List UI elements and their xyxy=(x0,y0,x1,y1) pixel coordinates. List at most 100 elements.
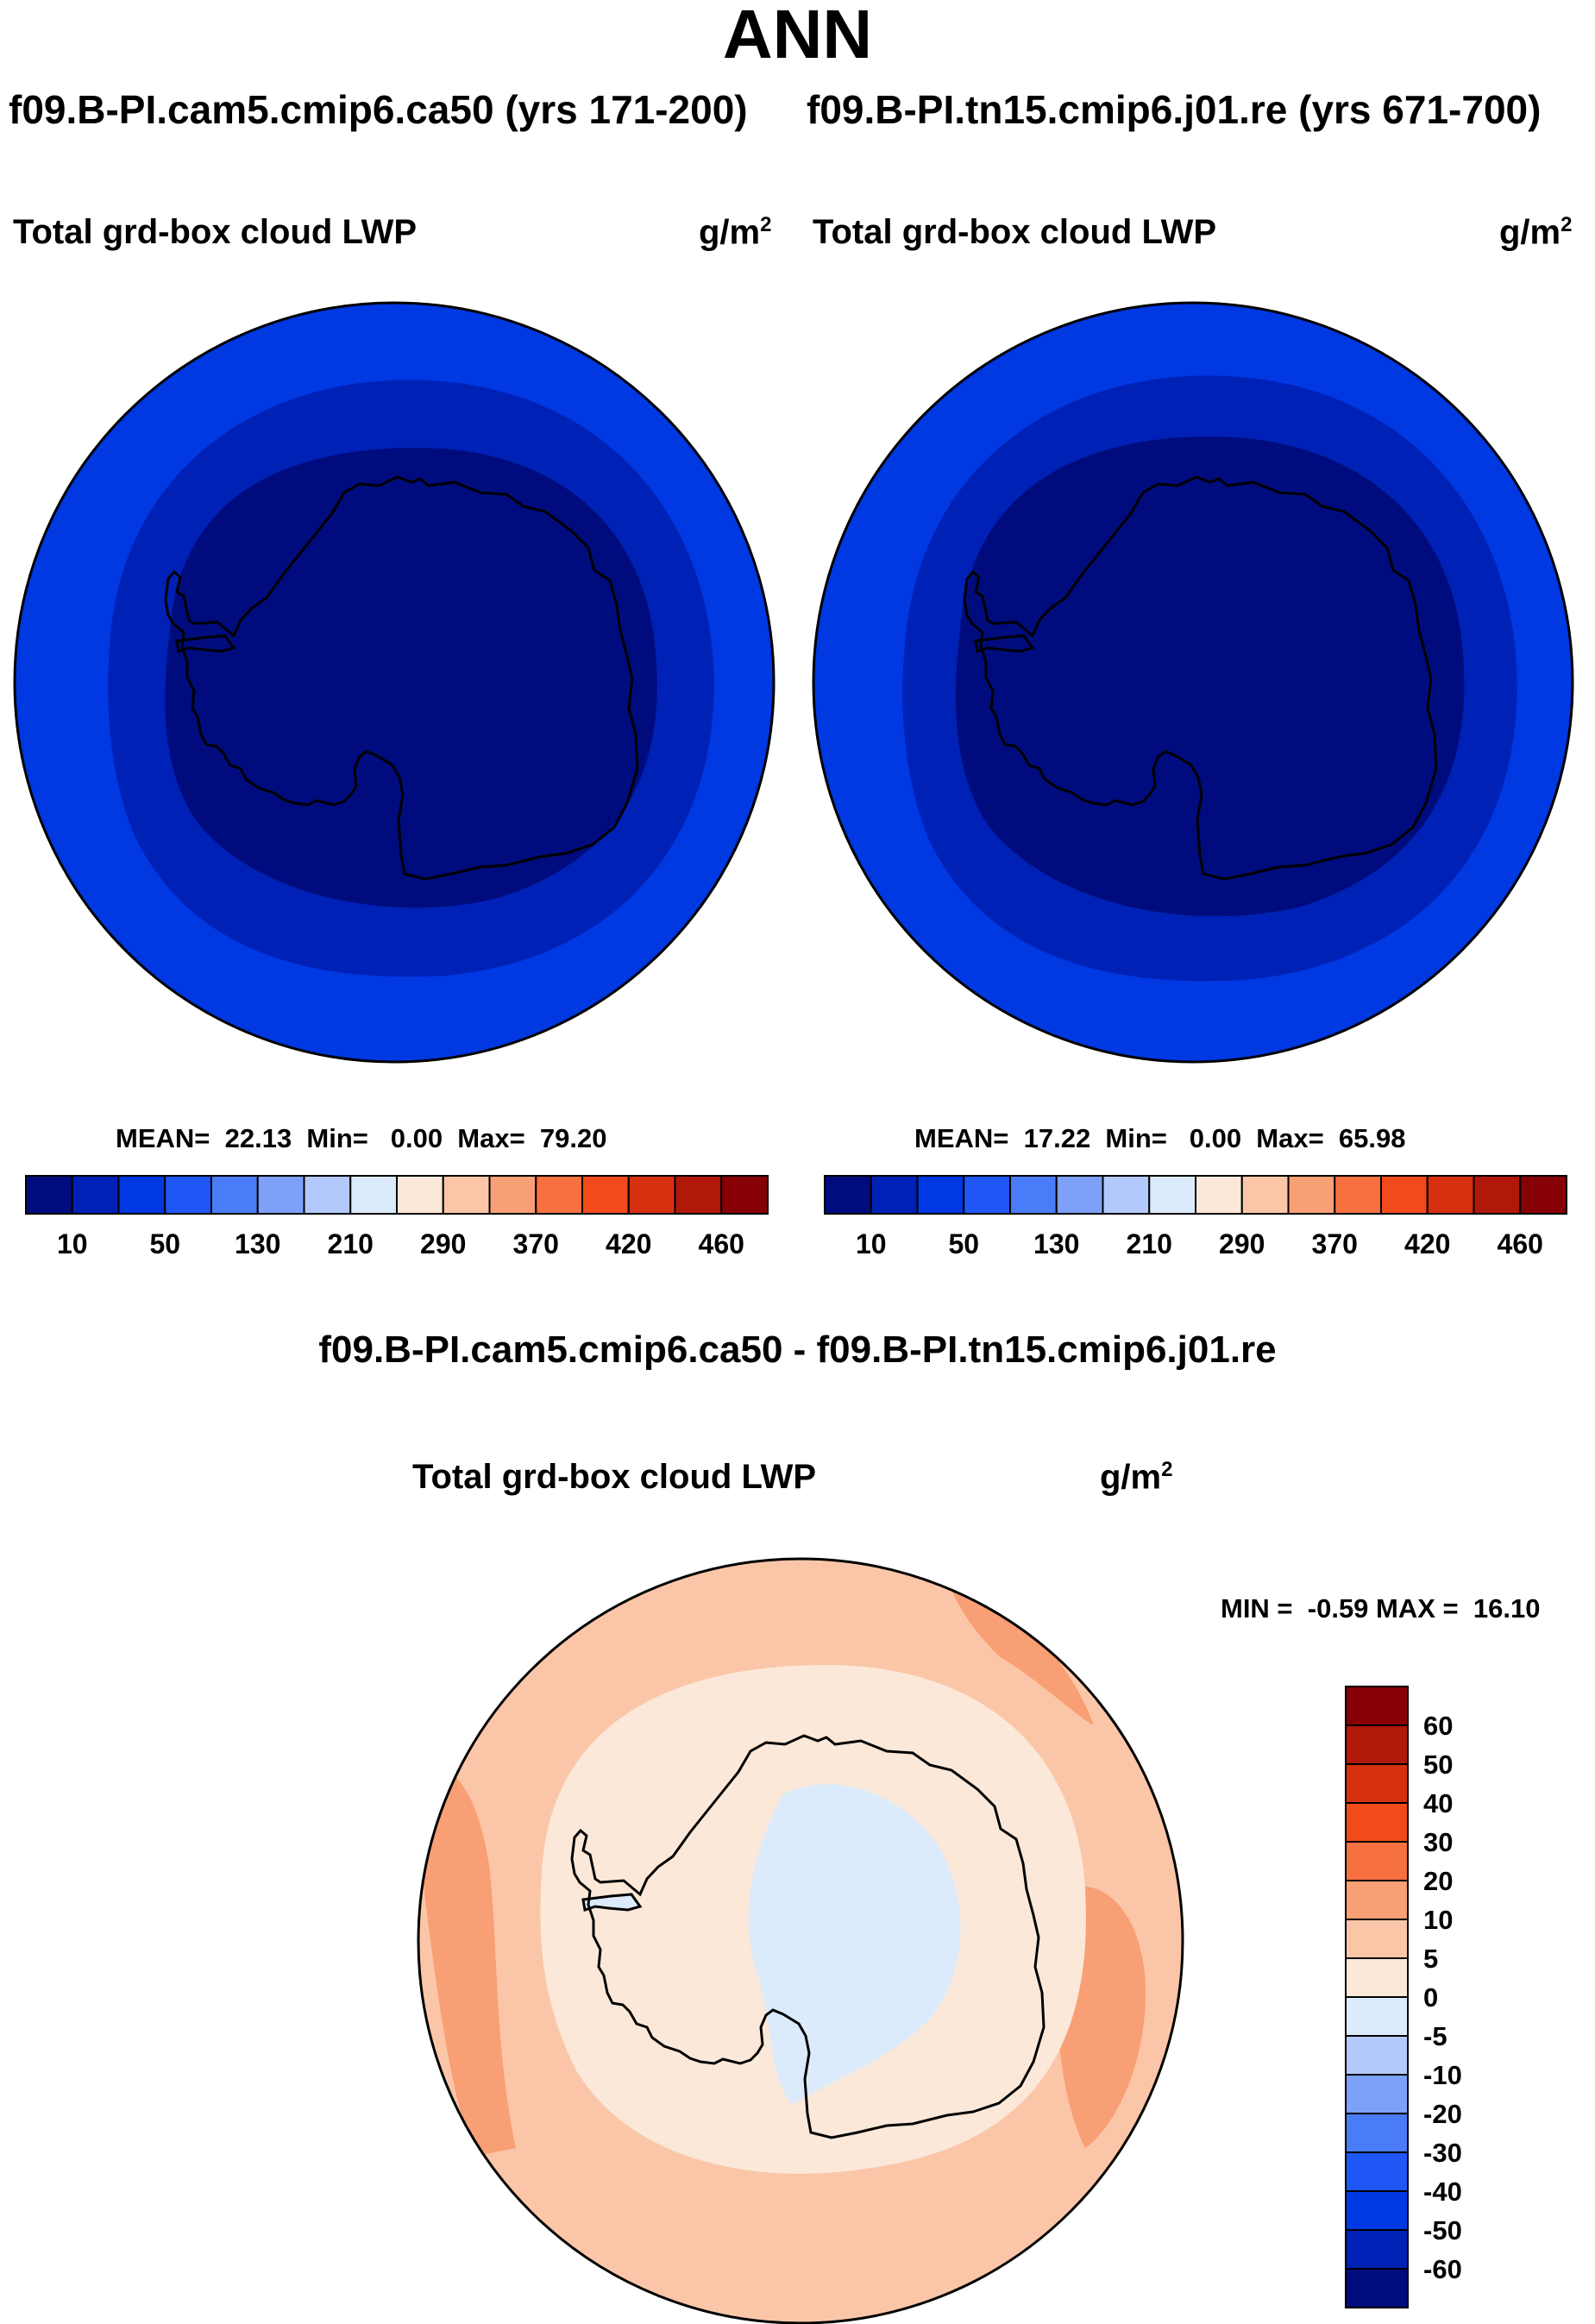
main-title: ANN xyxy=(722,0,873,72)
colorbar1-swatch-4 xyxy=(210,1175,259,1215)
colorbar2-swatch-1 xyxy=(870,1175,919,1215)
panel1-units: g/m2 xyxy=(699,213,772,252)
colorbar3-swatch-1 xyxy=(1345,1724,1409,1765)
colorbar2-swatch-9 xyxy=(1240,1175,1290,1215)
colorbar3-swatch-0 xyxy=(1345,1686,1409,1726)
map3-positive-west xyxy=(418,1758,516,2157)
panel1-title: Total grd-box cloud LWP xyxy=(13,213,418,251)
colorbar3-tick-label: 20 xyxy=(1423,1866,1453,1896)
colorbar3-tick-label: -60 xyxy=(1423,2254,1462,2284)
colorbar3-tick-label: 5 xyxy=(1423,1944,1438,1974)
colorbar2-swatch-10 xyxy=(1287,1175,1336,1215)
colorbar3-swatch-11 xyxy=(1345,2113,1409,2153)
colorbar2-swatch-12 xyxy=(1380,1175,1429,1215)
colorbar3-tick-label: -30 xyxy=(1423,2138,1462,2168)
panel3-stats: MIN = -0.59 MAX = 16.10 xyxy=(1221,1593,1541,1624)
colorbar2-swatch-14 xyxy=(1473,1175,1522,1215)
colorbar2-tick-label: 50 xyxy=(948,1228,979,1259)
colorbar1-swatch-9 xyxy=(442,1175,491,1215)
colorbar1-swatch-8 xyxy=(396,1175,444,1215)
panel3-units: g/m2 xyxy=(1100,1458,1173,1497)
panel1-stats: MEAN= 22.13 Min= 0.00 Max= 79.20 xyxy=(116,1123,607,1153)
map3-negative-interior xyxy=(749,1784,961,2105)
colorbar3-tick-label: -5 xyxy=(1423,2021,1447,2051)
colorbar3-tick-label: -40 xyxy=(1423,2176,1462,2207)
colorbar1-swatch-12 xyxy=(581,1175,630,1215)
panel2-units: g/m2 xyxy=(1499,213,1573,252)
colorbar1-swatch-1 xyxy=(71,1175,120,1215)
colorbar1-tick-label: 290 xyxy=(420,1228,466,1259)
colorbar2-swatch-3 xyxy=(963,1175,1011,1215)
colorbar3-swatch-4 xyxy=(1345,1841,1409,1881)
map-panel-2 xyxy=(812,301,1574,1064)
colorbar1-tick-label: 10 xyxy=(57,1228,88,1259)
colorbar1-swatch-6 xyxy=(303,1175,352,1215)
map2-border xyxy=(812,301,1574,1064)
colorbar-1: 10 50 130 210 290 370 420 460 xyxy=(25,1175,769,1259)
colorbar2-tick-label: 420 xyxy=(1404,1228,1450,1259)
colorbar2-swatch-5 xyxy=(1055,1175,1104,1215)
colorbar1-tick-label: 370 xyxy=(513,1228,559,1259)
colorbar3-swatch-9 xyxy=(1345,2035,1409,2076)
colorbar2-swatch-0 xyxy=(824,1175,872,1215)
case2-label: f09.B-PI.tn15.cmip6.j01.re (yrs 671-700) xyxy=(807,87,1542,132)
colorbar3-swatch-14 xyxy=(1345,2229,1409,2270)
colorbar2-swatch-2 xyxy=(916,1175,965,1215)
colorbar3-swatch-8 xyxy=(1345,1996,1409,2037)
map-panel-1 xyxy=(13,301,776,1064)
map3-positive-northeast xyxy=(947,1579,1094,1725)
colorbar3-tick-label: -10 xyxy=(1423,2060,1462,2090)
colorbar3-tick-label: 50 xyxy=(1423,1749,1453,1780)
colorbar2-swatch-7 xyxy=(1148,1175,1196,1215)
panel3-title: Total grd-box cloud LWP xyxy=(412,1458,817,1496)
colorbar3-swatch-12 xyxy=(1345,2151,1409,2192)
colorbar1-swatch-15 xyxy=(720,1175,769,1215)
panel2-stats: MEAN= 17.22 Min= 0.00 Max= 65.98 xyxy=(914,1123,1406,1153)
map1-inner-zone xyxy=(165,447,657,908)
colorbar3-swatch-3 xyxy=(1345,1802,1409,1843)
map3-border xyxy=(417,1557,1184,2324)
colorbar2-swatch-13 xyxy=(1426,1175,1475,1215)
colorbar1-swatch-10 xyxy=(488,1175,537,1215)
colorbar2-tick-label: 210 xyxy=(1127,1228,1172,1259)
colorbar-2: 10 50 130 210 290 370 420 460 xyxy=(824,1175,1567,1259)
map2-inner-zone xyxy=(955,437,1465,917)
colorbar1-tick-label: 210 xyxy=(328,1228,374,1259)
colorbar2-swatch-6 xyxy=(1102,1175,1151,1215)
panel2-title: Total grd-box cloud LWP xyxy=(813,213,1217,251)
colorbar1-swatch-11 xyxy=(535,1175,583,1215)
colorbar1-tick-label: 50 xyxy=(149,1228,180,1259)
case1-label: f09.B-PI.cam5.cmip6.ca50 (yrs 171-200) xyxy=(9,87,748,132)
colorbar3-tick-label: 40 xyxy=(1423,1788,1453,1818)
colorbar1-tick-label: 420 xyxy=(606,1228,651,1259)
colorbar1-swatch-13 xyxy=(627,1175,676,1215)
colorbar3-tick-label: 10 xyxy=(1423,1905,1453,1935)
map-panel-3 xyxy=(417,1557,1184,2324)
colorbar3-tick-label: -50 xyxy=(1423,2215,1462,2245)
diff-title: f09.B-PI.cam5.cmip6.ca50 - f09.B-PI.tn15… xyxy=(318,1328,1277,1371)
colorbar3-swatch-10 xyxy=(1345,2074,1409,2114)
colorbar2-swatch-15 xyxy=(1519,1175,1567,1215)
colorbar2-swatch-8 xyxy=(1195,1175,1243,1215)
colorbar2-tick-label: 460 xyxy=(1498,1228,1543,1259)
colorbar3-tick-label: 0 xyxy=(1423,1982,1438,2013)
colorbar1-swatch-5 xyxy=(256,1175,305,1215)
colorbar1-swatch-2 xyxy=(117,1175,166,1215)
colorbar1-swatch-7 xyxy=(349,1175,398,1215)
colorbar3-swatch-5 xyxy=(1345,1880,1409,1920)
colorbar3-tick-label: -20 xyxy=(1423,2099,1462,2129)
colorbar3-swatch-2 xyxy=(1345,1763,1409,1804)
colorbar2-swatch-11 xyxy=(1334,1175,1382,1215)
colorbar3-swatch-15 xyxy=(1345,2268,1409,2308)
colorbar1-swatch-14 xyxy=(674,1175,723,1215)
colorbar2-swatch-4 xyxy=(1009,1175,1058,1215)
colorbar2-tick-label: 130 xyxy=(1033,1228,1079,1259)
colorbar3-swatch-13 xyxy=(1345,2190,1409,2231)
colorbar2-tick-label: 10 xyxy=(856,1228,887,1259)
colorbar3-swatch-6 xyxy=(1345,1919,1409,1959)
colorbar2-tick-label: 370 xyxy=(1312,1228,1358,1259)
map1-border xyxy=(13,301,776,1064)
colorbar3-tick-label: 30 xyxy=(1423,1827,1453,1857)
